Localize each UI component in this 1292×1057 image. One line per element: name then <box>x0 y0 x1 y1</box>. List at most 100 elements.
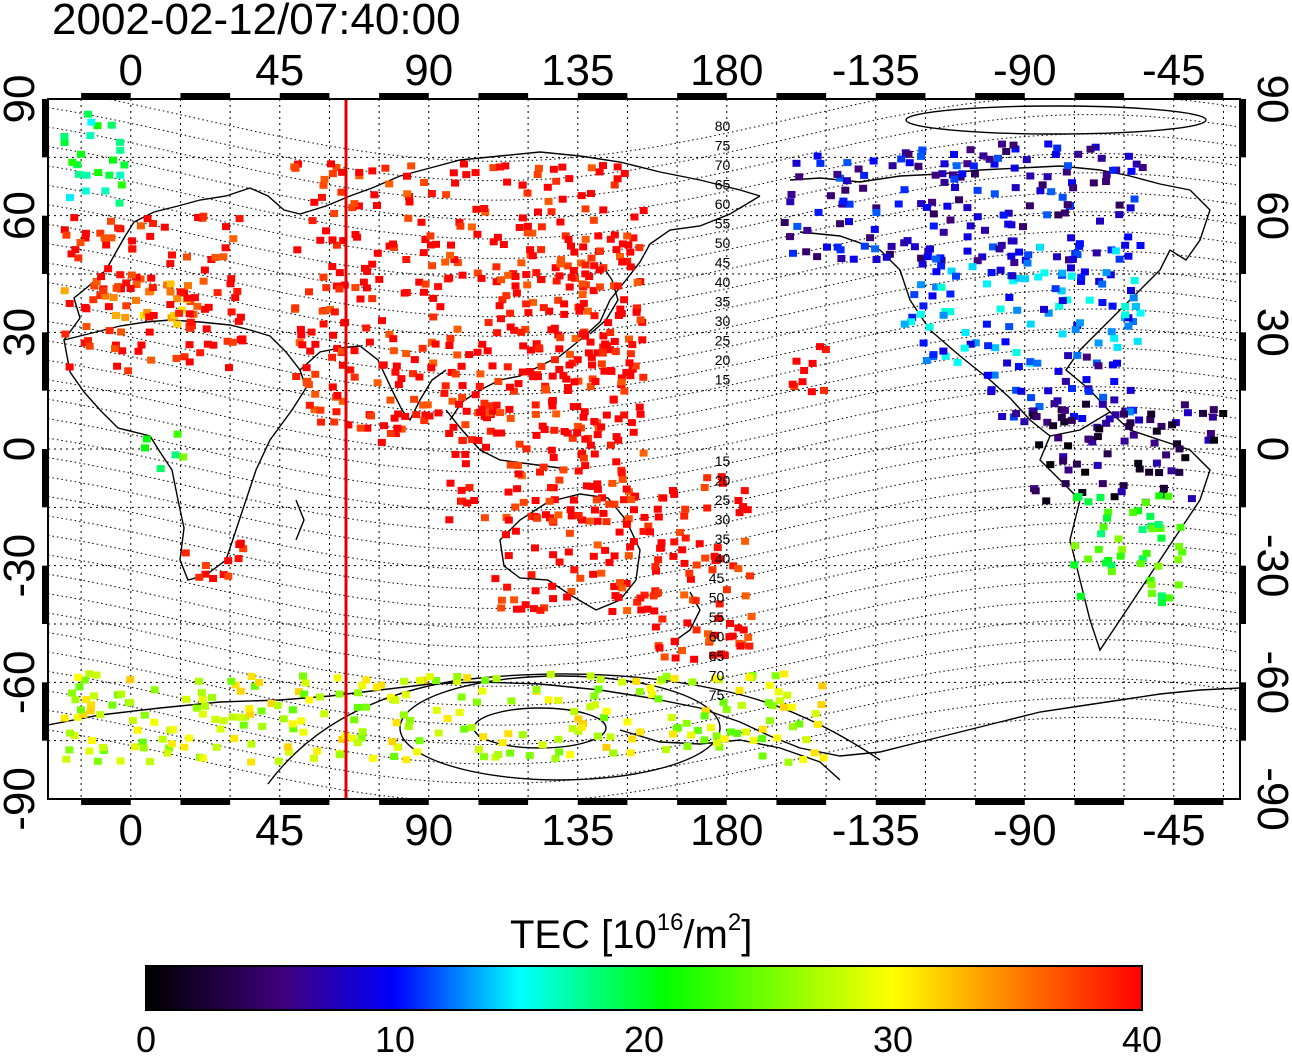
tec-point <box>415 373 424 381</box>
tec-point <box>1204 436 1213 444</box>
tec-point <box>987 386 996 394</box>
magnetic-latitude-contour <box>48 580 1240 668</box>
tec-point <box>358 682 367 689</box>
contour-label: 80 <box>715 118 731 134</box>
tec-point <box>305 696 314 704</box>
tec-point <box>1059 457 1068 465</box>
lon-tick-label: 180 <box>690 46 763 95</box>
tec-point <box>307 328 316 336</box>
tec-point <box>1147 581 1156 589</box>
tec-point <box>518 214 527 222</box>
tec-point <box>720 651 729 659</box>
tec-point <box>1069 184 1078 192</box>
tec-point <box>195 573 204 581</box>
tec-point <box>73 161 82 169</box>
border-segment <box>776 93 827 99</box>
tec-point <box>146 758 154 766</box>
tec-point <box>711 631 720 639</box>
tec-point <box>1064 352 1073 360</box>
tec-point <box>1138 164 1147 171</box>
tec-point <box>235 215 244 223</box>
tec-point <box>887 242 896 250</box>
tec-point <box>1078 489 1087 496</box>
tec-point <box>1001 338 1010 346</box>
tec-point <box>339 237 348 245</box>
tec-point <box>116 171 125 179</box>
tec-point <box>588 361 596 369</box>
tec-point <box>1152 427 1161 435</box>
tec-point <box>128 716 137 724</box>
tec-point <box>648 691 657 699</box>
tec-point <box>1152 459 1161 467</box>
tec-point <box>81 234 90 242</box>
tec-point <box>445 342 454 349</box>
tec-point <box>421 236 430 243</box>
tec-point <box>897 155 906 163</box>
tec-point <box>613 175 622 183</box>
tec-point <box>328 236 337 244</box>
tec-point <box>68 158 77 166</box>
tec-point <box>554 296 563 304</box>
tec-point <box>626 263 635 271</box>
tec-point <box>726 728 735 736</box>
tec-point <box>739 503 748 511</box>
tec-point <box>1125 408 1134 416</box>
tec-point <box>493 233 502 241</box>
tec-point <box>504 552 513 560</box>
contour-label: 75 <box>709 687 725 703</box>
tec-point <box>413 748 422 756</box>
tec-point <box>602 707 611 715</box>
tec-point <box>745 673 754 681</box>
tec-point <box>1110 334 1119 342</box>
tec-point <box>659 494 668 502</box>
tec-point <box>297 717 306 725</box>
tec-point <box>1061 480 1070 488</box>
tec-point <box>503 583 512 591</box>
tec-point <box>646 684 655 692</box>
tec-point <box>532 340 541 348</box>
tec-point <box>591 378 600 385</box>
contour-label: 45 <box>715 255 731 271</box>
tec-point <box>445 274 454 282</box>
tec-point <box>614 312 623 319</box>
tec-point <box>138 738 147 746</box>
tec-point <box>449 169 458 177</box>
tec-point <box>637 606 646 614</box>
tec-point <box>966 340 975 348</box>
tec-point <box>587 483 596 490</box>
tec-point <box>574 512 583 519</box>
tec-point <box>1043 211 1052 219</box>
tec-point <box>172 354 181 362</box>
tec-point <box>92 671 101 679</box>
tec-point <box>919 339 928 347</box>
tec-point <box>544 696 553 704</box>
contour-label: 35 <box>715 294 731 310</box>
tec-point <box>958 170 967 178</box>
tec-point <box>1093 461 1102 469</box>
tec-point <box>643 605 652 613</box>
tec-point <box>158 735 167 743</box>
tec-point <box>418 344 427 352</box>
tec-point <box>599 206 608 214</box>
tec-point <box>357 734 366 742</box>
tec-point <box>227 677 236 685</box>
tec-point <box>523 189 532 197</box>
tec-point <box>586 441 595 449</box>
tec-point <box>498 739 507 747</box>
tec-point <box>117 328 126 336</box>
tec-point <box>514 380 523 388</box>
tec-point <box>296 325 305 333</box>
tec-point <box>330 308 339 316</box>
tec-point <box>577 723 586 731</box>
contour-label: 70 <box>709 668 725 684</box>
colorbar-tick-label: 10 <box>375 1019 415 1057</box>
tec-point <box>1209 406 1218 414</box>
tec-point <box>1043 418 1052 426</box>
tec-point <box>186 318 195 326</box>
tec-point <box>620 387 629 395</box>
tec-point <box>707 724 715 732</box>
tec-point <box>907 318 915 326</box>
tec-point <box>128 245 137 253</box>
tec-point <box>515 224 524 231</box>
tec-point <box>639 449 648 457</box>
